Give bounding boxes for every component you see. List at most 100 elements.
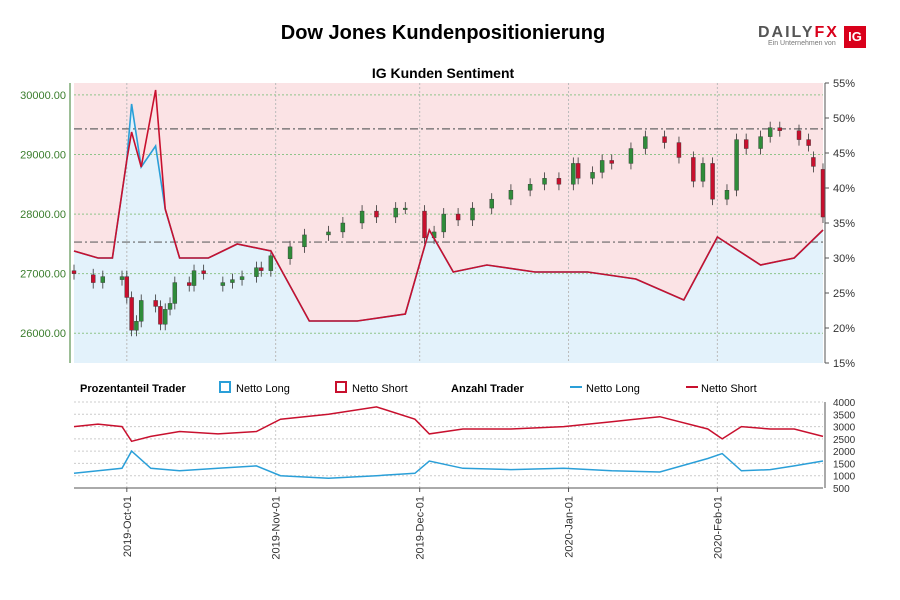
candle-0 xyxy=(71,270,77,274)
candle-21 xyxy=(268,255,274,271)
candle-9 xyxy=(158,306,163,325)
candle-34 xyxy=(470,207,475,221)
candle-22 xyxy=(287,246,293,259)
candle-41 xyxy=(575,163,581,179)
candle-7 xyxy=(139,300,144,322)
candle-29 xyxy=(403,207,408,210)
candle-4 xyxy=(124,276,130,298)
candle-42 xyxy=(590,172,595,179)
candle-56 xyxy=(767,127,773,137)
chart-title: Dow Jones Kundenpositionierung xyxy=(280,22,606,44)
candle-14 xyxy=(191,270,197,286)
count-tick-3: 2000 xyxy=(833,447,856,458)
candle-10 xyxy=(163,309,168,325)
price-tick-3: 29000.00 xyxy=(20,149,66,161)
price-tick-2: 28000.00 xyxy=(20,209,66,221)
candle-33 xyxy=(455,213,461,221)
count-tick-6: 3500 xyxy=(833,410,856,421)
candle-18 xyxy=(239,276,245,280)
candle-55 xyxy=(758,136,763,149)
count-tick-4: 2500 xyxy=(833,435,856,446)
legend-count-short: Netto Short xyxy=(701,383,757,395)
candle-12 xyxy=(172,282,178,304)
main-subtitle: IG Kunden Sentiment xyxy=(372,65,515,81)
candle-36 xyxy=(508,190,514,200)
candle-6 xyxy=(134,321,139,331)
candle-3 xyxy=(119,276,125,280)
candle-52 xyxy=(724,190,730,200)
legend-count-heading: Anzahl Trader xyxy=(451,383,524,395)
candle-47 xyxy=(662,136,667,143)
sentiment-tick-1: 20% xyxy=(833,323,855,335)
count-long-line xyxy=(73,449,824,479)
long-area xyxy=(74,104,823,363)
sentiment-tick-6: 45% xyxy=(833,148,855,160)
candle-17 xyxy=(230,279,235,283)
candle-50 xyxy=(700,163,706,182)
candle-23 xyxy=(302,234,307,248)
legend: Prozentanteil Trader Netto Long Netto Sh… xyxy=(80,381,757,395)
candle-32 xyxy=(441,213,446,233)
candle-30 xyxy=(422,210,427,239)
candle-53 xyxy=(734,139,739,191)
candle-40 xyxy=(571,163,576,185)
sentiment-tick-3: 30% xyxy=(833,253,855,265)
candle-49 xyxy=(691,157,696,182)
legend-pct-long-swatch xyxy=(219,381,231,393)
count-tick-1: 1000 xyxy=(833,472,856,483)
candle-15 xyxy=(201,270,206,274)
candle-24 xyxy=(326,231,331,236)
candle-8 xyxy=(153,300,158,307)
candle-1 xyxy=(91,274,96,283)
candle-38 xyxy=(542,178,547,185)
candle-20 xyxy=(259,267,264,271)
candle-46 xyxy=(643,136,648,149)
legend-count-long: Netto Long xyxy=(586,383,640,395)
price-tick-1: 27000.00 xyxy=(20,269,66,281)
candle-39 xyxy=(556,178,562,185)
legend-pct-short: Netto Short xyxy=(352,383,408,395)
sentiment-tick-2: 25% xyxy=(833,288,855,300)
price-tick-4: 30000.00 xyxy=(20,90,66,102)
count-tick-0: 500 xyxy=(833,484,850,495)
sentiment-tick-7: 50% xyxy=(833,113,855,125)
legend-pct-heading: Prozentanteil Trader xyxy=(80,383,186,395)
candle-16 xyxy=(220,282,226,286)
sentiment-tick-8: 55% xyxy=(833,78,855,90)
candle-59 xyxy=(806,139,811,146)
x-tick-0: 2019-Oct-01 xyxy=(122,496,134,557)
candle-35 xyxy=(489,198,494,209)
x-tick-1: 2019-Nov-01 xyxy=(271,496,283,560)
candle-27 xyxy=(374,210,379,218)
candle-61 xyxy=(820,169,826,218)
logo-tagline: Ein Unternehmen von xyxy=(768,40,836,47)
netto-short-line xyxy=(73,89,824,322)
candle-48 xyxy=(676,142,682,158)
sentiment-tick-0: 15% xyxy=(833,358,855,370)
candle-19 xyxy=(254,267,259,277)
logo-wordmark: DAILYFX xyxy=(758,24,839,41)
candle-54 xyxy=(743,139,749,149)
sentiment-tick-4: 35% xyxy=(833,218,855,230)
candle-2 xyxy=(100,276,106,283)
candle-5 xyxy=(129,297,134,331)
x-tick-3: 2020-Jan-01 xyxy=(564,496,576,558)
count-tick-5: 3000 xyxy=(833,423,856,434)
candle-43 xyxy=(599,160,605,173)
dailyfx-logo: DAILYFX Ein Unternehmen von IG xyxy=(758,24,870,50)
candle-28 xyxy=(393,207,398,218)
price-tick-0: 26000.00 xyxy=(20,328,66,340)
candle-25 xyxy=(340,222,346,233)
ig-badge: IG xyxy=(844,26,866,48)
candle-60 xyxy=(811,157,816,167)
x-tick-2: 2019-Dec-01 xyxy=(415,496,427,560)
candle-37 xyxy=(527,184,533,191)
candle-11 xyxy=(167,303,173,310)
candle-44 xyxy=(609,160,614,164)
sentiment-tick-5: 40% xyxy=(833,183,855,195)
count-tick-2: 1500 xyxy=(833,459,856,470)
candle-57 xyxy=(777,127,782,131)
count-short-line xyxy=(73,406,824,443)
legend-pct-short-swatch xyxy=(335,381,347,393)
